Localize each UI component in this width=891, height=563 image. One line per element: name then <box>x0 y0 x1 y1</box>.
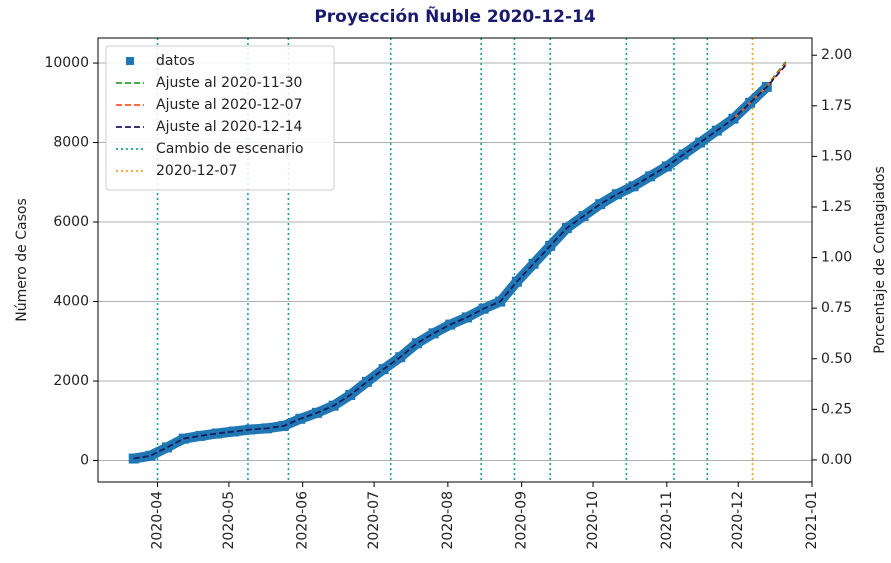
y-axis-label: Número de Casos <box>14 198 30 322</box>
legend-label: Ajuste al 2020-12-14 <box>156 119 303 135</box>
y2-tick-label: 2.00 <box>821 47 852 63</box>
y-tick-label: 8000 <box>53 135 89 151</box>
x-tick-label: 2021-01 <box>804 491 820 550</box>
x-tick-label: 2020-04 <box>150 491 166 550</box>
x-tick-label: 2020-12 <box>730 491 746 550</box>
y-tick-label: 10000 <box>44 55 89 71</box>
x-tick-label: 2020-10 <box>585 491 601 550</box>
y2-tick-label: 0.00 <box>821 452 852 468</box>
y2-tick-label: 1.25 <box>821 199 852 215</box>
x-tick-label: 2020-09 <box>514 491 530 550</box>
y2-tick-label: 0.50 <box>821 351 852 367</box>
legend-label: Ajuste al 2020-11-30 <box>156 75 302 91</box>
y-tick-label: 4000 <box>53 294 89 310</box>
y-tick-label: 6000 <box>53 214 89 230</box>
y2-tick-label: 0.25 <box>821 401 852 417</box>
x-tick-label: 2020-07 <box>366 491 382 550</box>
y2-tick-label: 1.00 <box>821 250 852 266</box>
fit-line <box>133 64 787 460</box>
legend: datos Ajuste al 2020-11-30 Ajuste al 2020-… <box>105 45 335 191</box>
chart-title: Proyección Ñuble 2020-12-14 <box>314 4 596 27</box>
y-tick-label: 2000 <box>53 373 89 389</box>
legend-label: Ajuste al 2020-12-07 <box>156 97 302 113</box>
legend-label: Cambio de escenario <box>156 141 304 157</box>
y-tick-label: 0 <box>80 453 89 469</box>
legend-label: datos <box>156 53 195 69</box>
y2-tick-label: 1.50 <box>821 148 852 164</box>
legend-label: 2020-12-07 <box>156 163 237 179</box>
y2-axis-label: Porcentaje de Contagiados <box>872 166 888 354</box>
x-tick-label: 2020-06 <box>295 491 311 550</box>
legend-marker <box>126 57 134 65</box>
x-tick-label: 2020-11 <box>659 491 675 550</box>
legend-box <box>105 45 335 191</box>
y2-tick-label: 0.75 <box>821 300 852 316</box>
plot-frame <box>97 37 813 483</box>
x-tick-label: 2020-05 <box>221 491 237 550</box>
x-tick-label: 2020-08 <box>440 491 456 550</box>
y2-tick-label: 1.75 <box>821 98 852 114</box>
